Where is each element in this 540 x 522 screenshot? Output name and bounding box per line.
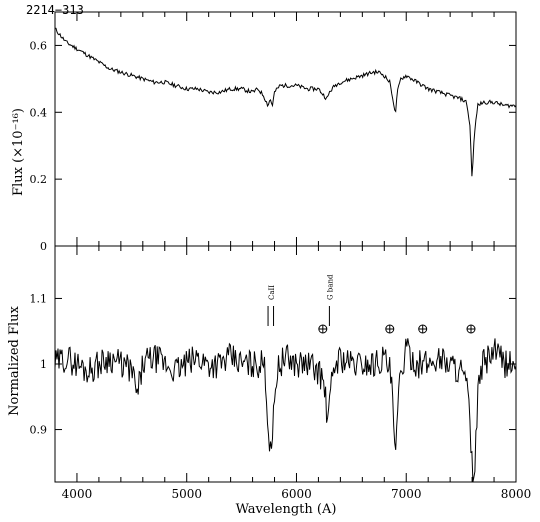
normalized-spectrum-line <box>54 338 517 483</box>
telluric-markers <box>318 324 476 334</box>
x-tick-label: 8000 <box>501 487 532 501</box>
y-tick-label: 0.2 <box>30 173 48 186</box>
x-tick-label: 6000 <box>281 487 312 501</box>
annotation-label: G band <box>326 274 334 300</box>
x-tick-label: 5000 <box>171 487 202 501</box>
normalized-y-ticks: 0.9 1 1.1 <box>30 292 516 437</box>
x-tick-label: 7000 <box>391 487 422 501</box>
flux-spectrum-line <box>54 27 517 177</box>
object-title: 2214−313 <box>26 3 84 17</box>
y-tick-label: 0 <box>40 240 47 253</box>
y-tick-label: 0.6 <box>30 39 48 52</box>
flux-x-ticks <box>76 12 517 246</box>
x-tick-label: 4000 <box>62 487 93 501</box>
y-tick-label: 1.1 <box>30 292 48 305</box>
flux-y-ticks: 0 0.2 0.4 0.6 <box>30 39 516 253</box>
x-axis-label: Wavelength (A) <box>236 502 337 517</box>
y-tick-label: 0.4 <box>30 106 48 119</box>
flux-y-axis-label: Flux (×10⁻¹⁶) <box>11 108 26 196</box>
annotation-label: CaII <box>268 285 276 300</box>
normalized-panel: Normalized Flux Wavelength (A) 0.9 1 1.1 4… <box>7 245 532 517</box>
flux-panel-frame <box>54 11 517 247</box>
y-tick-label: 1 <box>40 358 47 371</box>
y-tick-label: 0.9 <box>30 424 48 437</box>
flux-panel: 2214−313 Flux (×10⁻¹⁶) 0 0.2 0.4 0.6 <box>11 3 517 253</box>
normalized-x-ticks: 4000 5000 6000 7000 8000 <box>62 246 532 501</box>
line-annotations: CaII G band <box>267 274 334 326</box>
normalized-y-axis-label: Normalized Flux <box>7 305 22 415</box>
